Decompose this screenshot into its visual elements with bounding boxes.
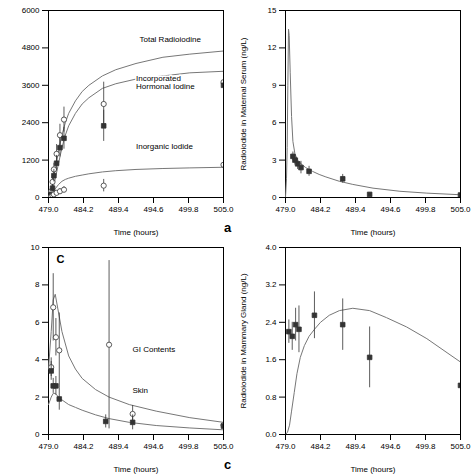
svg-text:499.8: 499.8 (178, 205, 199, 214)
svg-text:489.4: 489.4 (108, 205, 129, 214)
svg-text:10: 10 (31, 243, 40, 252)
svg-text:C: C (57, 253, 65, 265)
svg-text:Radioiodide in Maternal Serum: Radioiodide in Maternal Serum (ng/L) (239, 37, 248, 170)
svg-text:484.2: 484.2 (310, 205, 331, 214)
svg-text:3.2: 3.2 (265, 280, 277, 289)
svg-text:479.0: 479.0 (38, 442, 59, 451)
svg-text:0: 0 (35, 430, 40, 439)
svg-text:3: 3 (272, 156, 277, 165)
svg-text:6000: 6000 (22, 6, 40, 15)
svg-text:12: 12 (268, 43, 277, 52)
svg-text:505.0: 505.0 (450, 442, 471, 451)
svg-text:Skin: Skin (133, 386, 149, 395)
svg-text:6: 6 (272, 118, 277, 127)
svg-text:Time (hours): Time (hours) (113, 228, 158, 237)
svg-text:499.8: 499.8 (178, 442, 199, 451)
svg-text:6: 6 (35, 318, 40, 327)
svg-text:3600: 3600 (22, 81, 40, 90)
svg-text:a: a (224, 220, 232, 235)
svg-text:2.4: 2.4 (265, 318, 277, 327)
svg-text:2400: 2400 (22, 118, 40, 127)
svg-text:494.6: 494.6 (143, 442, 164, 451)
svg-text:1200: 1200 (22, 156, 40, 165)
svg-text:489.4: 489.4 (108, 442, 129, 451)
svg-text:484.2: 484.2 (310, 442, 331, 451)
svg-text:4.0: 4.0 (265, 243, 277, 252)
svg-text:489.4: 489.4 (345, 205, 366, 214)
svg-text:15: 15 (268, 6, 277, 15)
svg-text:IncorporatedHormonal Iodine: IncorporatedHormonal Iodine (136, 74, 195, 91)
svg-text:Inorganic Iodide: Inorganic Iodide (136, 142, 193, 151)
svg-text:1.6: 1.6 (265, 355, 277, 364)
svg-text:0: 0 (35, 193, 40, 202)
svg-text:Time (hours): Time (hours) (350, 228, 395, 237)
svg-text:4800: 4800 (22, 43, 40, 52)
svg-text:9: 9 (272, 81, 277, 90)
svg-text:8: 8 (35, 280, 40, 289)
svg-text:4: 4 (35, 355, 40, 364)
svg-text:0: 0 (272, 193, 277, 202)
svg-text:479.0: 479.0 (38, 205, 59, 214)
svg-text:499.8: 499.8 (415, 442, 436, 451)
svg-text:Radioiodide in Mammary Gland (: Radioiodide in Mammary Gland (ng/L) (239, 273, 248, 409)
svg-text:494.6: 494.6 (380, 442, 401, 451)
svg-text:Time (hours): Time (hours) (350, 465, 395, 474)
svg-text:Time (hours): Time (hours) (113, 465, 158, 474)
svg-text:484.2: 484.2 (73, 442, 94, 451)
svg-text:0.0: 0.0 (265, 430, 277, 439)
svg-text:c: c (224, 457, 231, 472)
svg-text:505.0: 505.0 (450, 205, 471, 214)
svg-text:505.0: 505.0 (213, 442, 234, 451)
svg-text:GI Contents: GI Contents (133, 345, 176, 354)
svg-text:489.4: 489.4 (345, 442, 366, 451)
svg-text:479.0: 479.0 (275, 205, 296, 214)
svg-text:479.0: 479.0 (275, 442, 296, 451)
svg-text:499.8: 499.8 (415, 205, 436, 214)
svg-text:2: 2 (35, 393, 40, 402)
svg-text:Total Radioiodine: Total Radioiodine (140, 35, 202, 44)
svg-text:494.6: 494.6 (380, 205, 401, 214)
svg-text:0.8: 0.8 (265, 393, 277, 402)
svg-text:494.6: 494.6 (143, 205, 164, 214)
svg-text:505.0: 505.0 (213, 205, 234, 214)
svg-text:484.2: 484.2 (73, 205, 94, 214)
